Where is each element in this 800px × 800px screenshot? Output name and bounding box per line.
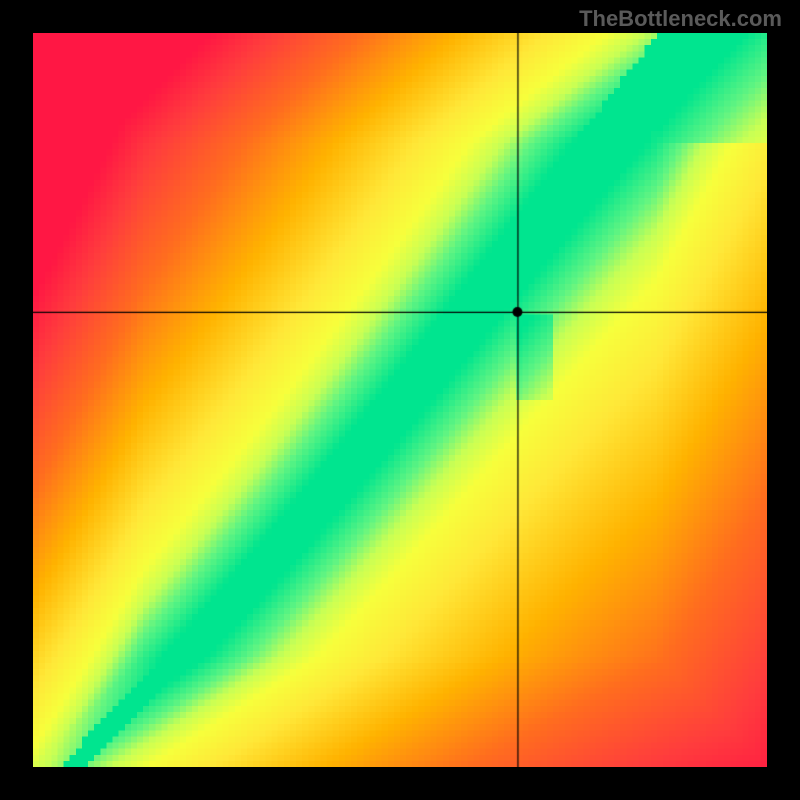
watermark-text: TheBottleneck.com [579,6,782,32]
chart-container: TheBottleneck.com [0,0,800,800]
bottleneck-heatmap [33,33,767,767]
